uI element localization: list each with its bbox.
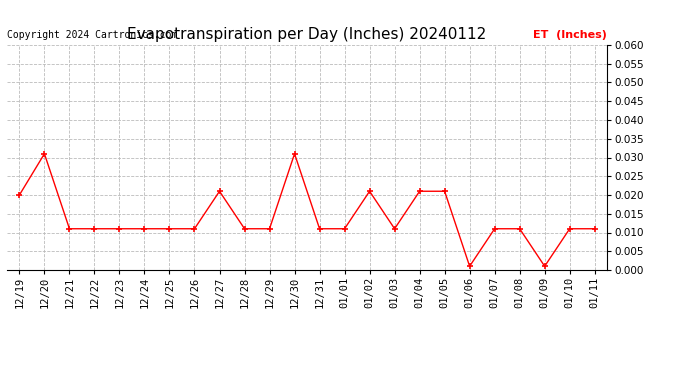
Text: ET  (Inches): ET (Inches) [533,30,607,40]
Text: Copyright 2024 Cartronics.com: Copyright 2024 Cartronics.com [7,30,177,40]
Title: Evapotranspiration per Day (Inches) 20240112: Evapotranspiration per Day (Inches) 2024… [128,27,486,42]
